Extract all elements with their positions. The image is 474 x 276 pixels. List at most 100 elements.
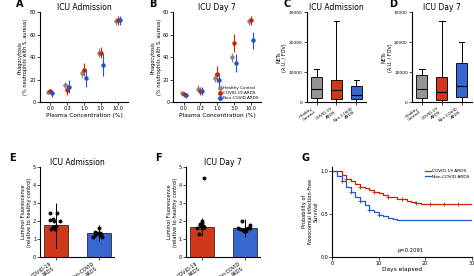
Non-COVID ARDS (338, 180, 344, 183)
Non-COVID ARDS (422, 218, 428, 222)
COVID-19 ARDS (432, 202, 438, 205)
Point (49, 217, 56, 221)
Point (200, 225, 207, 230)
Legend: COVID-19 ARDS, Non-COVID ARDS: COVID-19 ARDS, Non-COVID ARDS (425, 169, 469, 179)
COVID-19 ARDS (353, 182, 358, 186)
Point (91, 230, 99, 235)
Bar (233, 228, 257, 257)
Non-COVID ARDS (381, 215, 386, 218)
Non-COVID ARDS (450, 218, 456, 222)
Non-COVID ARDS (362, 204, 367, 207)
Point (95, 226, 102, 230)
Line: Non-COVID ARDS: Non-COVID ARDS (332, 171, 472, 220)
Title: ICU Admission: ICU Admission (57, 3, 111, 12)
Point (238, 219, 246, 223)
Non-COVID ARDS (357, 200, 363, 203)
Non-COVID ARDS (441, 218, 447, 222)
COVID-19 ARDS (422, 202, 428, 205)
COVID-19 ARDS (381, 193, 386, 197)
Y-axis label: NETs
(A.U. / FOV): NETs (A.U. / FOV) (276, 43, 287, 72)
Point (92, 231, 100, 235)
Point (49, 225, 56, 229)
X-axis label: Days elapsed: Days elapsed (382, 267, 422, 272)
COVID-19 ARDS (469, 202, 474, 205)
Point (50, 225, 58, 229)
Title: ICU Day 7: ICU Day 7 (423, 3, 461, 12)
Non-COVID ARDS (436, 218, 442, 222)
Non-COVID ARDS (459, 218, 465, 222)
Non-COVID ARDS (455, 218, 461, 222)
Point (246, 223, 254, 227)
COVID-19 ARDS (394, 197, 400, 200)
Y-axis label: Luminol Fluorescence
(relative to healthy control): Luminol Fluorescence (relative to health… (21, 177, 32, 246)
Point (53, 211, 60, 215)
PathPatch shape (417, 75, 428, 98)
Text: F: F (155, 153, 162, 163)
PathPatch shape (351, 86, 362, 99)
COVID-19 ARDS (418, 202, 423, 205)
COVID-19 ARDS (329, 169, 335, 173)
COVID-19 ARDS (376, 192, 382, 195)
Text: p=0.2091: p=0.2091 (397, 248, 424, 253)
Title: ICU Day 7: ICU Day 7 (198, 3, 236, 12)
COVID-19 ARDS (338, 174, 344, 177)
Point (200, 225, 208, 230)
Point (96, 231, 103, 235)
COVID-19 ARDS (427, 202, 433, 205)
Point (198, 218, 205, 223)
COVID-19 ARDS (343, 177, 349, 181)
Y-axis label: Luminol Fluorescence
(relative to healthy control): Luminol Fluorescence (relative to health… (167, 177, 178, 246)
Point (89, 234, 97, 239)
Point (96, 233, 103, 237)
COVID-19 ARDS (455, 202, 461, 205)
Point (243, 227, 250, 231)
Point (46, 218, 54, 222)
Point (239, 227, 247, 232)
Bar (190, 227, 213, 257)
Text: G: G (301, 153, 310, 163)
COVID-19 ARDS (371, 190, 377, 193)
Text: E: E (9, 153, 16, 163)
COVID-19 ARDS (404, 200, 410, 203)
Line: COVID-19 ARDS: COVID-19 ARDS (332, 171, 472, 204)
Point (242, 229, 250, 233)
Point (199, 221, 206, 225)
Point (196, 222, 204, 227)
Y-axis label: Phagocytosis
(% neutrophils with S. aureus): Phagocytosis (% neutrophils with S. aure… (18, 19, 28, 95)
Y-axis label: NETs
(A.U. / FOV): NETs (A.U. / FOV) (382, 43, 392, 72)
Non-COVID ARDS (446, 218, 451, 222)
Non-COVID ARDS (390, 217, 395, 221)
Point (193, 225, 201, 230)
Non-COVID ARDS (432, 218, 438, 222)
Text: C: C (284, 0, 291, 9)
Point (201, 225, 208, 229)
Point (235, 226, 242, 230)
Non-COVID ARDS (427, 218, 433, 222)
Point (53, 224, 60, 229)
Point (46, 211, 54, 216)
Point (244, 225, 251, 230)
Point (200, 176, 208, 180)
Non-COVID ARDS (334, 175, 340, 178)
Point (47, 227, 55, 231)
COVID-19 ARDS (459, 202, 465, 205)
Point (236, 227, 244, 232)
Non-COVID ARDS (409, 218, 414, 222)
Non-COVID ARDS (376, 213, 382, 216)
COVID-19 ARDS (450, 202, 456, 205)
Non-COVID ARDS (385, 217, 391, 220)
COVID-19 ARDS (357, 185, 363, 188)
Point (240, 228, 248, 233)
COVID-19 ARDS (362, 187, 367, 190)
COVID-19 ARDS (348, 180, 354, 183)
Point (196, 222, 204, 227)
X-axis label: Plasma Concentration (%): Plasma Concentration (%) (179, 113, 255, 118)
COVID-19 ARDS (446, 202, 451, 205)
PathPatch shape (437, 77, 447, 100)
Non-COVID ARDS (343, 185, 349, 188)
Point (196, 232, 203, 237)
Point (56, 219, 64, 223)
COVID-19 ARDS (409, 200, 414, 204)
Point (98, 235, 105, 240)
Point (50, 219, 58, 224)
